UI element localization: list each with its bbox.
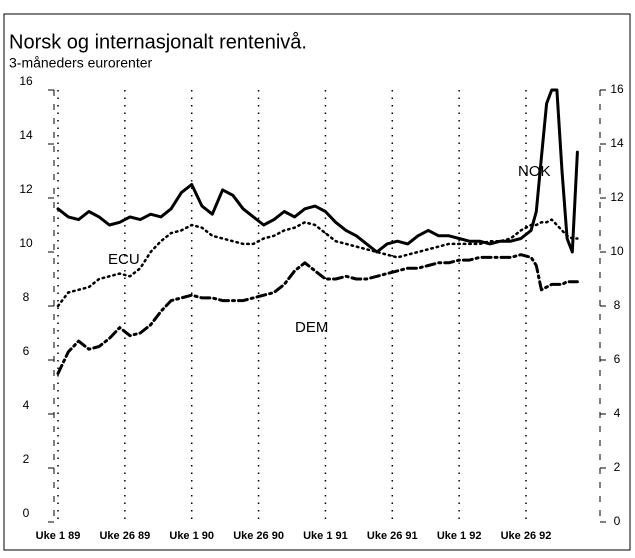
series-line [56,88,579,254]
x-tick-label: Uke 1 90 [169,530,214,542]
y-tick-label: 6 [23,344,30,358]
y-tick-label: 8 [23,290,30,304]
x-tick-label: Uke 1 89 [36,530,81,542]
frame [3,13,631,551]
y-tick-label: 0 [23,506,30,520]
y-tick-label: 2 [23,452,30,466]
series-label: ECU [108,251,140,268]
x-tick-label: Uke 26 91 [367,530,418,542]
series-line [56,253,579,375]
x-tick-label: Uke 26 89 [99,530,150,542]
y-tick-label-right: 10 [610,244,624,258]
y-tick-label: 10 [19,236,33,250]
y-tick-label-right: 2 [614,460,621,474]
y-tick-label-right: 4 [614,406,621,420]
chart-subtitle: 3-måneders eurorenter [9,55,153,71]
y-tick-label-right: 16 [610,82,624,96]
y-tick-label: 12 [19,182,33,196]
x-tick-label: Uke 1 92 [437,530,482,542]
x-tick-label: Uke 26 90 [233,530,284,542]
y-tick-label: 16 [19,74,33,88]
x-tick-label: Uke 1 91 [303,530,348,542]
y-tick-label-right: 0 [614,514,621,528]
series-label: NOK [518,163,551,180]
chart-title: Norsk og internasjonalt rentenivå. [9,31,307,53]
series-line [56,218,579,308]
y-tick-label-right: 14 [610,136,624,150]
y-tick-label-right: 6 [614,352,621,366]
y-tick-label-right: 12 [610,190,624,204]
y-tick-label-right: 8 [614,298,621,312]
y-tick-label: 4 [23,398,30,412]
series-label: DEM [295,319,328,336]
y-tick-label: 14 [19,128,33,142]
x-tick-label: Uke 26 92 [501,530,552,542]
